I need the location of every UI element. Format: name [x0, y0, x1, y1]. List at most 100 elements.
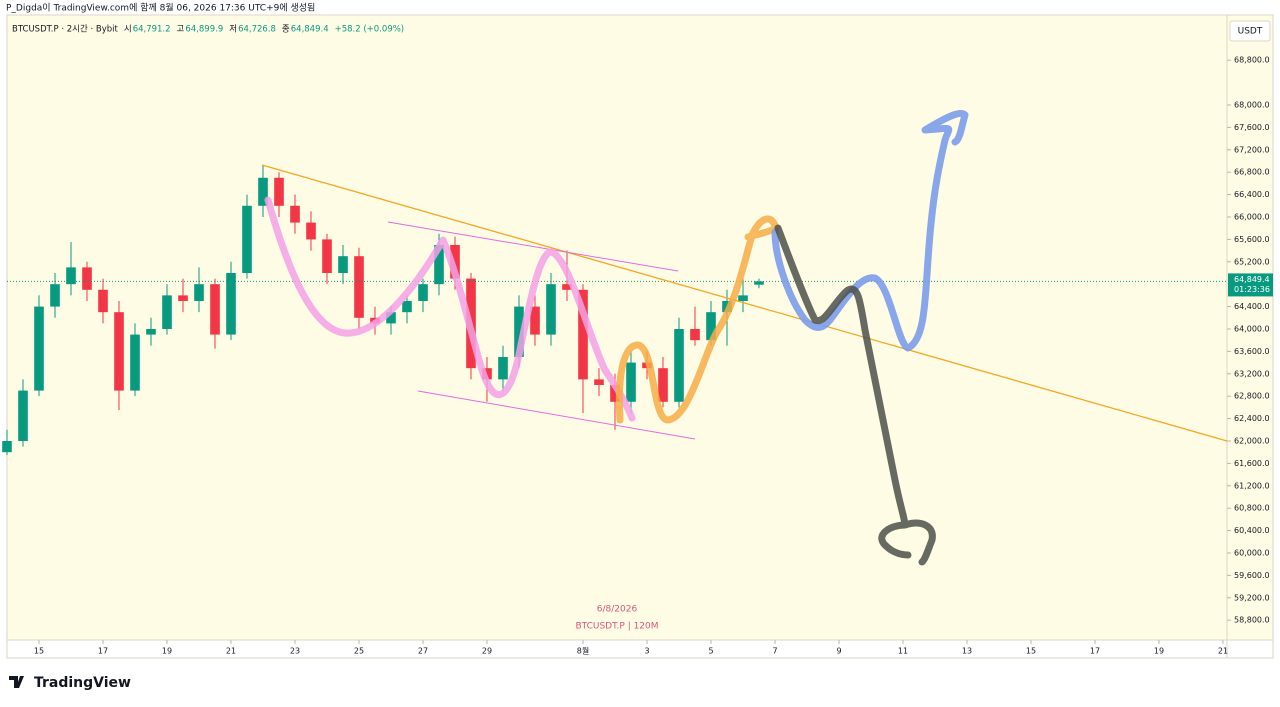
- candle-body: [226, 272, 236, 335]
- x-tick-label: 21: [1218, 647, 1228, 656]
- y-tick-label: 59,600.0: [1234, 571, 1270, 580]
- x-tick-label: 17: [98, 647, 108, 656]
- channel-line: [417, 390, 696, 440]
- y-tick-label: 68,000.0: [1234, 100, 1270, 109]
- legend: BTCUSDT.P · 2시간 · Bybit 시 64,791.2 고 64,899.…: [12, 24, 404, 35]
- candle-body: [418, 284, 428, 301]
- candle-body: [322, 239, 332, 273]
- x-tick-label: 8월: [577, 646, 589, 656]
- legend-item: 64,791.2: [133, 25, 171, 35]
- candle-body: [450, 244, 460, 279]
- candle-body: [658, 368, 668, 402]
- currency: USDT: [1238, 27, 1263, 37]
- candle-body: [2, 440, 12, 453]
- legend-item: 64,726.8: [238, 25, 276, 35]
- frame: [6, 14, 1274, 659]
- trend-line: [261, 164, 1228, 442]
- chart-bg: [7, 15, 1227, 640]
- logo-icon: [9, 676, 24, 688]
- candle-body: [162, 295, 172, 329]
- x-tick-label: 29: [482, 647, 492, 656]
- candle-body: [754, 281, 764, 285]
- y-tick-label: 68,800.0: [1234, 56, 1270, 65]
- candle-body: [402, 300, 412, 313]
- x-tick-label: 3: [644, 647, 649, 656]
- candle-body: [706, 312, 716, 341]
- freehand-gray: [774, 224, 936, 566]
- y-tick-label: 62,400.0: [1234, 414, 1270, 423]
- legend-item: +58.2 (+0.09%): [335, 25, 405, 35]
- candle-body: [610, 384, 620, 402]
- legend-item: 고: [177, 25, 185, 35]
- legend-item: 종: [282, 25, 290, 35]
- candle-body: [18, 390, 28, 441]
- candle-body: [194, 284, 204, 301]
- candle-body: [578, 289, 588, 380]
- x-tick-label: 21: [226, 647, 236, 656]
- x-tick-label: 27: [418, 647, 428, 656]
- candle-body: [594, 379, 604, 385]
- candle-body: [498, 356, 508, 380]
- y-tick-label: 62,800.0: [1234, 392, 1270, 401]
- watermark-date: 6/8/2026: [597, 605, 638, 615]
- currency-box: [1229, 20, 1271, 42]
- candle-body: [434, 244, 444, 285]
- y-tick-label: 60,000.0: [1234, 548, 1270, 557]
- y-tick-label: 61,600.0: [1234, 459, 1270, 468]
- candle-body: [738, 295, 748, 301]
- y-tick-label: 64,400.0: [1234, 302, 1270, 311]
- freehand-pink: [264, 196, 636, 422]
- candle-body: [290, 205, 300, 223]
- y-tick-label: 60,400.0: [1234, 526, 1270, 535]
- y-tick-label: 66,000.0: [1234, 212, 1270, 221]
- candle-body: [354, 256, 364, 318]
- candle-body: [258, 177, 268, 206]
- y-tick-label: 66,400.0: [1234, 190, 1270, 199]
- y-tick-label: 64,000.0: [1234, 324, 1270, 333]
- y-tick-label: 60,800.0: [1234, 504, 1270, 513]
- y-tick-label: 65,600.0: [1234, 235, 1270, 244]
- candle-body: [66, 267, 76, 285]
- candle-body: [626, 362, 636, 402]
- y-tick-label: 61,200.0: [1234, 481, 1270, 490]
- x-tick-label: 9: [836, 647, 841, 656]
- legend-item: BTCUSDT.P · 2시간 · Bybit: [12, 24, 119, 35]
- candle-body: [130, 334, 140, 391]
- x-tick-label: 19: [1154, 647, 1164, 656]
- x-tick-label: 13: [962, 647, 972, 656]
- x-tick-label: 15: [1026, 647, 1036, 656]
- price-tag: [1228, 273, 1273, 297]
- legend-item: 저: [229, 25, 237, 35]
- y-tick-label: 66,800.0: [1234, 168, 1270, 177]
- y-tick-label: 59,200.0: [1234, 593, 1270, 602]
- x-tick-label: 5: [708, 647, 713, 656]
- candle-body: [690, 328, 700, 341]
- footer: TradingView: [34, 675, 131, 691]
- candle-body: [274, 177, 284, 206]
- candle-body: [562, 284, 572, 290]
- x-tick-label: 19: [162, 647, 172, 656]
- candle-body: [242, 205, 252, 273]
- legend-item: 64,849.4: [291, 25, 329, 35]
- x-tick-label: 7: [772, 647, 777, 656]
- price-tag-countdown: 01:23:36: [1234, 285, 1270, 294]
- y-tick-label: 63,600.0: [1234, 347, 1270, 356]
- y-tick-label: 65,200.0: [1234, 257, 1270, 266]
- candle-body: [178, 295, 188, 301]
- x-tick-label: 25: [354, 647, 364, 656]
- price-axis-bg: [1227, 15, 1273, 640]
- price-tag-value: 64,849.4: [1234, 275, 1270, 284]
- logo: TradingView: [9, 675, 131, 691]
- watermark-symbol: BTCUSDT.P | 120M: [575, 622, 658, 632]
- header: P_Digda이 TradingView.com에 함께 8월 06, 2026…: [6, 2, 315, 14]
- candle-body: [338, 256, 348, 273]
- candle-body: [386, 312, 396, 324]
- y-tick-label: 67,200.0: [1234, 145, 1270, 154]
- y-tick-label: 67,600.0: [1234, 123, 1270, 132]
- candle-body: [306, 222, 316, 240]
- y-tick-label: 63,200.0: [1234, 369, 1270, 378]
- y-tick-label: 62,000.0: [1234, 436, 1270, 445]
- legend-item: 64,899.9: [185, 25, 223, 35]
- x-tick-label: 11: [898, 647, 908, 656]
